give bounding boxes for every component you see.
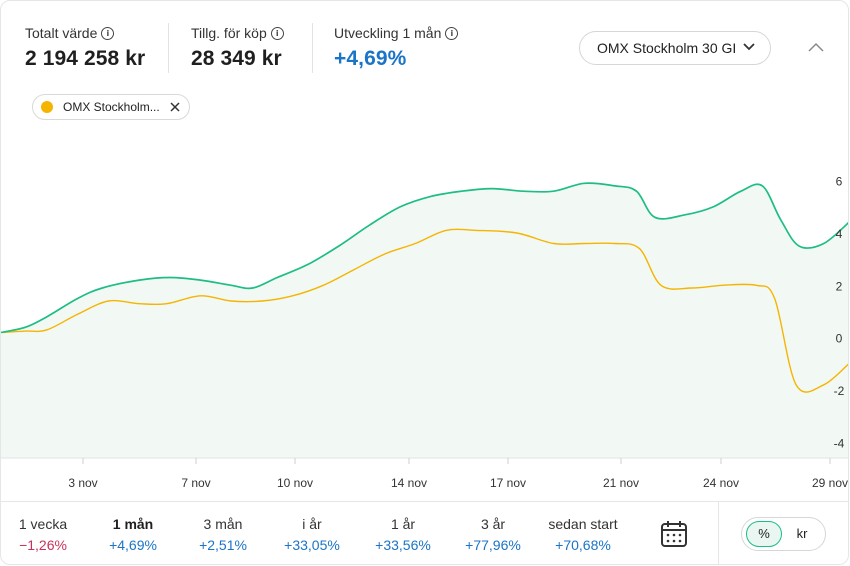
series-color-dot — [41, 101, 53, 113]
range-value: −1,26% — [19, 537, 67, 553]
divider — [168, 23, 169, 73]
index-select[interactable]: OMX Stockholm 30 GI — [579, 31, 771, 65]
x-tick-label: 17 nov — [490, 476, 526, 490]
series-area — [1, 183, 848, 458]
active-range-indicator — [88, 564, 178, 565]
calendar-icon[interactable] — [660, 519, 688, 549]
range-value: +2,51% — [199, 537, 247, 553]
performance-chart[interactable]: 6 4 2 0 -2 -4 3 nov 7 nov 10 nov 14 nov 17 nov 21 n… — [1, 131, 849, 501]
y-tick-label: -2 — [834, 384, 845, 398]
stat-development: Utveckling 1 mån i +4,69% — [334, 25, 459, 71]
x-tick-label: 10 nov — [277, 476, 313, 490]
stat-label: Tillg. för köp — [191, 25, 267, 41]
stat-value: 28 349 kr — [191, 47, 282, 70]
stat-label: Utveckling 1 mån — [334, 25, 442, 41]
kr-option[interactable]: kr — [796, 526, 808, 541]
percent-option[interactable]: % — [746, 521, 782, 547]
chip-label: OMX Stockholm... — [63, 100, 160, 114]
header: Totalt värde i 2 194 258 kr Tillg. för k… — [1, 1, 848, 81]
info-icon[interactable]: i — [101, 26, 115, 40]
divider — [718, 501, 719, 564]
y-tick-label: -4 — [834, 436, 845, 450]
divider — [312, 23, 313, 73]
chevron-down-icon — [743, 43, 755, 51]
range-value: +70,68% — [555, 537, 611, 553]
index-select-value: OMX Stockholm 30 GI — [597, 40, 737, 56]
close-icon[interactable] — [169, 101, 181, 113]
range-label: 3 mån — [203, 516, 243, 532]
x-tick-label: 3 nov — [68, 476, 97, 490]
range-option[interactable]: i år +33,05% — [272, 502, 352, 564]
x-tick-label: 7 nov — [181, 476, 210, 490]
index-chip[interactable]: OMX Stockholm... — [32, 94, 190, 120]
range-value: +33,56% — [375, 537, 431, 553]
unit-toggle: % kr — [741, 517, 826, 551]
range-option[interactable]: 1 vecka −1,26% — [3, 502, 83, 564]
range-label: 3 år — [480, 516, 506, 532]
stat-value: 2 194 258 kr — [25, 47, 146, 70]
x-tick-label: 21 nov — [603, 476, 639, 490]
y-tick-label: 0 — [836, 332, 843, 346]
range-label: sedan start — [548, 516, 618, 532]
range-label: 1 vecka — [18, 516, 68, 532]
range-value: +77,96% — [465, 537, 521, 553]
range-option[interactable]: 3 mån +2,51% — [183, 502, 263, 564]
range-label: 1 år — [390, 516, 416, 532]
range-option[interactable]: 1 år +33,56% — [363, 502, 443, 564]
range-option[interactable]: 1 mån +4,69% — [88, 502, 178, 565]
range-label: 1 mån — [112, 516, 154, 532]
y-tick-label: 4 — [836, 227, 843, 241]
range-selector: 1 vecka −1,26% 1 mån +4,69% 3 mån +2,51% i år +… — [1, 501, 848, 565]
info-icon[interactable]: i — [445, 26, 459, 40]
range-label: i år — [302, 516, 322, 532]
x-tick-label: 14 nov — [391, 476, 427, 490]
info-icon[interactable]: i — [270, 26, 284, 40]
stat-total-value: Totalt värde i 2 194 258 kr — [25, 25, 145, 71]
index-line — [1, 228, 848, 393]
y-tick-label: 6 — [836, 175, 843, 189]
range-value: +4,69% — [109, 537, 157, 553]
range-option[interactable]: sedan start +70,68% — [533, 502, 633, 564]
chevron-up-icon[interactable] — [806, 39, 826, 55]
x-tick-label: 29 nov — [812, 476, 848, 490]
x-tick-label: 24 nov — [703, 476, 739, 490]
portfolio-line — [1, 182, 848, 334]
stat-label: Totalt värde — [25, 25, 98, 41]
range-option[interactable]: 3 år +77,96% — [453, 502, 533, 564]
range-value: +33,05% — [284, 537, 340, 553]
stat-value: +4,69% — [334, 47, 407, 70]
y-tick-label: 2 — [836, 279, 843, 293]
stat-available: Tillg. för köp i 28 349 kr — [191, 25, 284, 71]
